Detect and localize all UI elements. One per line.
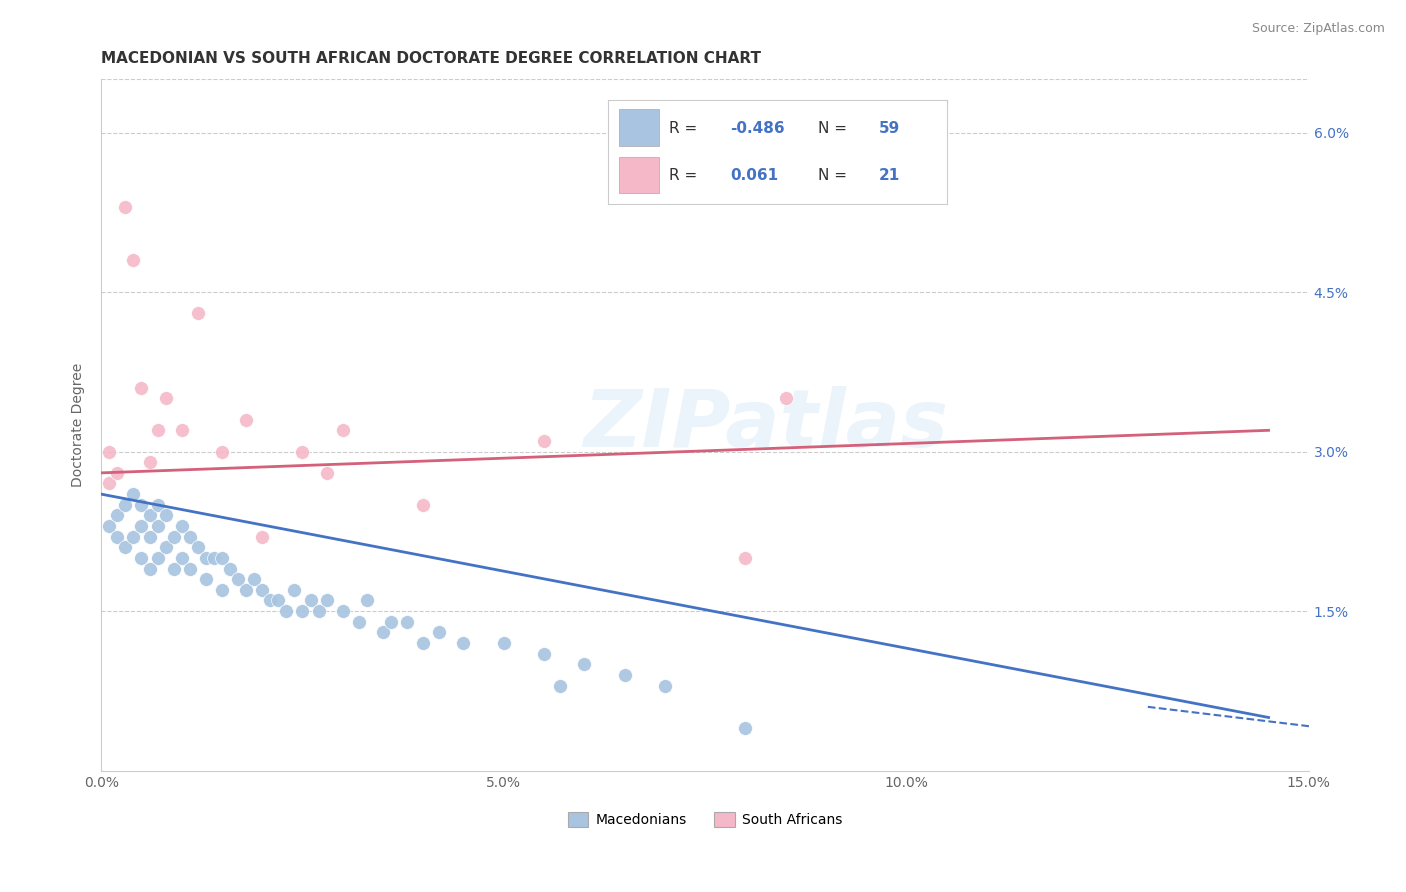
Point (163, 561, 186, 575)
Point (235, 582, 257, 597)
Point (235, 412, 257, 426)
Point (187, 541, 209, 555)
Point (380, 615, 402, 629)
Point (396, 615, 419, 629)
Point (179, 561, 201, 575)
Point (163, 530, 186, 544)
Point (219, 561, 242, 575)
Point (138, 561, 160, 575)
Point (308, 604, 330, 618)
Point (114, 541, 136, 555)
Point (283, 582, 305, 597)
Point (259, 593, 281, 607)
Text: Source: ZipAtlas.com: Source: ZipAtlas.com (1251, 22, 1385, 36)
Point (105, 530, 128, 544)
Point (155, 508, 177, 523)
Point (98, 519, 121, 533)
Point (122, 530, 145, 544)
Point (412, 636, 434, 650)
Point (226, 572, 249, 586)
Point (194, 551, 217, 566)
Point (138, 508, 160, 523)
Point (98, 476, 121, 491)
Point (775, 392, 797, 406)
Point (492, 636, 515, 650)
Point (427, 625, 450, 640)
Point (155, 541, 177, 555)
Point (371, 625, 394, 640)
Point (211, 551, 233, 566)
Point (332, 604, 354, 618)
Point (131, 551, 153, 566)
Point (179, 530, 201, 544)
Point (105, 466, 128, 480)
Point (194, 572, 217, 586)
Point (654, 679, 676, 693)
Point (211, 582, 233, 597)
Point (211, 444, 233, 458)
Point (734, 551, 756, 566)
Y-axis label: Doctorate Degree: Doctorate Degree (72, 363, 86, 487)
Point (548, 679, 571, 693)
Point (356, 593, 378, 607)
Point (187, 306, 209, 320)
Point (202, 551, 225, 566)
Point (291, 604, 314, 618)
Point (243, 572, 266, 586)
Point (155, 392, 177, 406)
Point (146, 498, 169, 512)
Point (105, 508, 128, 523)
Legend: Macedonians, South Africans: Macedonians, South Africans (562, 807, 848, 833)
Point (315, 466, 337, 480)
Point (122, 253, 145, 268)
Point (146, 519, 169, 533)
Point (613, 668, 636, 682)
Point (170, 551, 193, 566)
Point (291, 444, 314, 458)
Point (131, 498, 153, 512)
Point (122, 487, 145, 501)
Point (412, 498, 434, 512)
Point (533, 434, 555, 448)
Point (332, 423, 354, 437)
Point (114, 498, 136, 512)
Point (276, 604, 298, 618)
Point (453, 636, 475, 650)
Point (170, 423, 193, 437)
Point (315, 593, 337, 607)
Point (138, 530, 160, 544)
Point (138, 455, 160, 469)
Point (347, 615, 370, 629)
Point (98, 444, 121, 458)
Point (146, 551, 169, 566)
Point (574, 657, 596, 672)
Point (267, 593, 290, 607)
Point (146, 423, 169, 437)
Text: ZIPatlas: ZIPatlas (583, 386, 948, 464)
Point (299, 593, 322, 607)
Text: MACEDONIAN VS SOUTH AFRICAN DOCTORATE DEGREE CORRELATION CHART: MACEDONIAN VS SOUTH AFRICAN DOCTORATE DE… (101, 51, 761, 66)
Point (252, 530, 274, 544)
Point (114, 200, 136, 214)
Point (131, 381, 153, 395)
Point (533, 647, 555, 661)
Point (131, 519, 153, 533)
Point (734, 721, 756, 735)
Point (170, 519, 193, 533)
Point (252, 582, 274, 597)
